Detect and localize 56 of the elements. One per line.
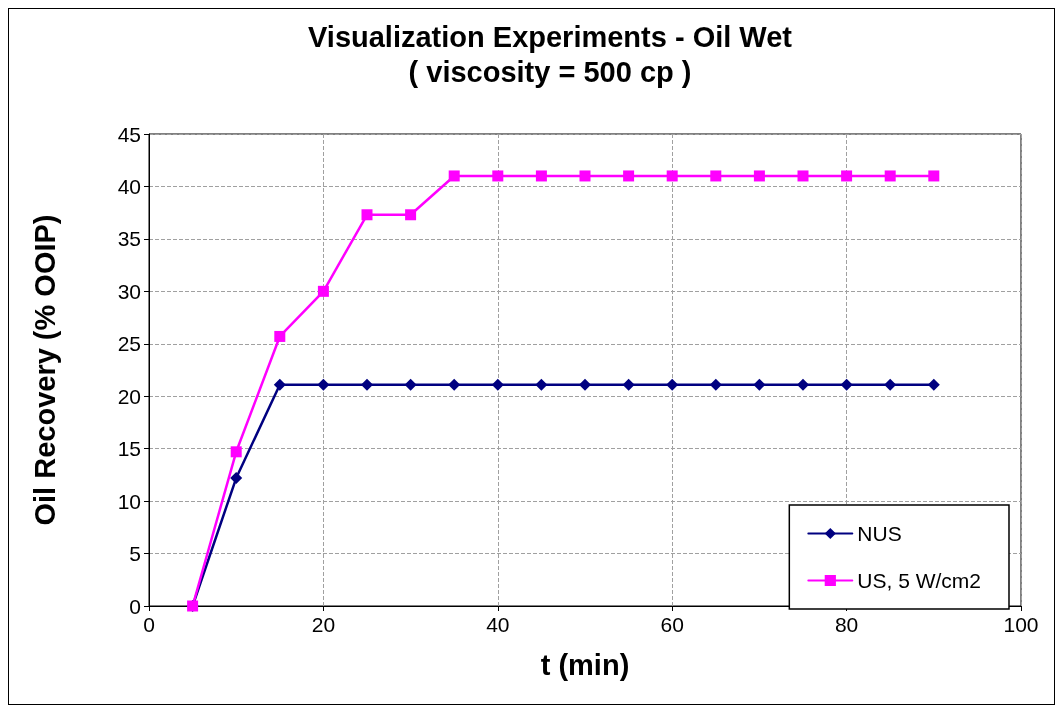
- point: [579, 378, 591, 391]
- point: [274, 330, 286, 342]
- x-tick-label: 100: [1003, 613, 1039, 636]
- point: [535, 170, 547, 182]
- x-tick-label: 0: [143, 613, 155, 636]
- point: [579, 170, 591, 182]
- point: [666, 170, 678, 182]
- point: [230, 446, 242, 458]
- point: [405, 209, 417, 221]
- point: [709, 378, 722, 391]
- legend-label: US, 5 W/cm2: [857, 569, 981, 592]
- point: [361, 378, 373, 391]
- point: [927, 378, 940, 391]
- y-tick-label: 0: [129, 594, 141, 618]
- point: [666, 378, 679, 391]
- point: [841, 170, 853, 182]
- x-tick-label: 80: [834, 613, 859, 636]
- point: [273, 378, 286, 391]
- point: [535, 378, 548, 391]
- y-tick-label: 35: [117, 227, 141, 251]
- x-tick-label: 60: [660, 613, 684, 636]
- point: [230, 472, 243, 485]
- chart-title: Visualization Experiments - Oil Wet: [308, 20, 793, 53]
- point: [797, 378, 809, 391]
- point: [404, 378, 417, 391]
- y-tick-label: 25: [117, 332, 141, 356]
- y-tick-label: 15: [117, 437, 141, 461]
- point: [623, 170, 635, 182]
- y-tick-label: 20: [117, 384, 141, 408]
- point: [753, 170, 765, 182]
- point: [361, 209, 373, 221]
- point: [884, 378, 897, 391]
- point: [448, 170, 460, 182]
- point: [797, 170, 809, 182]
- point: [317, 285, 329, 297]
- x-axis-title: t (min): [540, 648, 630, 681]
- point: [448, 378, 461, 391]
- y-tick-label: 10: [117, 489, 141, 513]
- legend-label: NUS: [857, 522, 902, 545]
- point: [317, 378, 330, 391]
- y-tick-label: 45: [117, 122, 141, 146]
- y-axis-title: Oil Recovery (% OOIP): [28, 214, 61, 526]
- point: [753, 378, 766, 391]
- y-tick-label: 30: [117, 279, 141, 303]
- y-tick-label: 40: [117, 174, 141, 198]
- x-tick-label: 20: [311, 613, 336, 636]
- point: [884, 170, 896, 182]
- x-tick-label: 40: [486, 613, 510, 636]
- point: [710, 170, 722, 182]
- point: [928, 170, 940, 182]
- point: [840, 378, 853, 391]
- chart-subtitle: ( viscosity = 500 cp ): [408, 55, 692, 88]
- point: [622, 378, 635, 391]
- y-tick-label: 5: [129, 542, 141, 566]
- point: [491, 378, 504, 391]
- point: [492, 170, 504, 182]
